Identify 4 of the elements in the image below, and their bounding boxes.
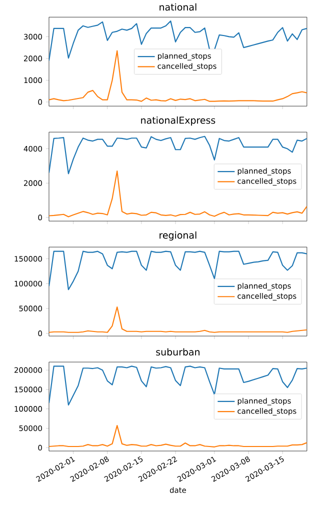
chart-title: nationalExpress <box>141 116 216 126</box>
chart-title: regional <box>160 231 196 241</box>
chart-title: national <box>160 3 196 11</box>
chart-title: suburban <box>156 348 200 356</box>
